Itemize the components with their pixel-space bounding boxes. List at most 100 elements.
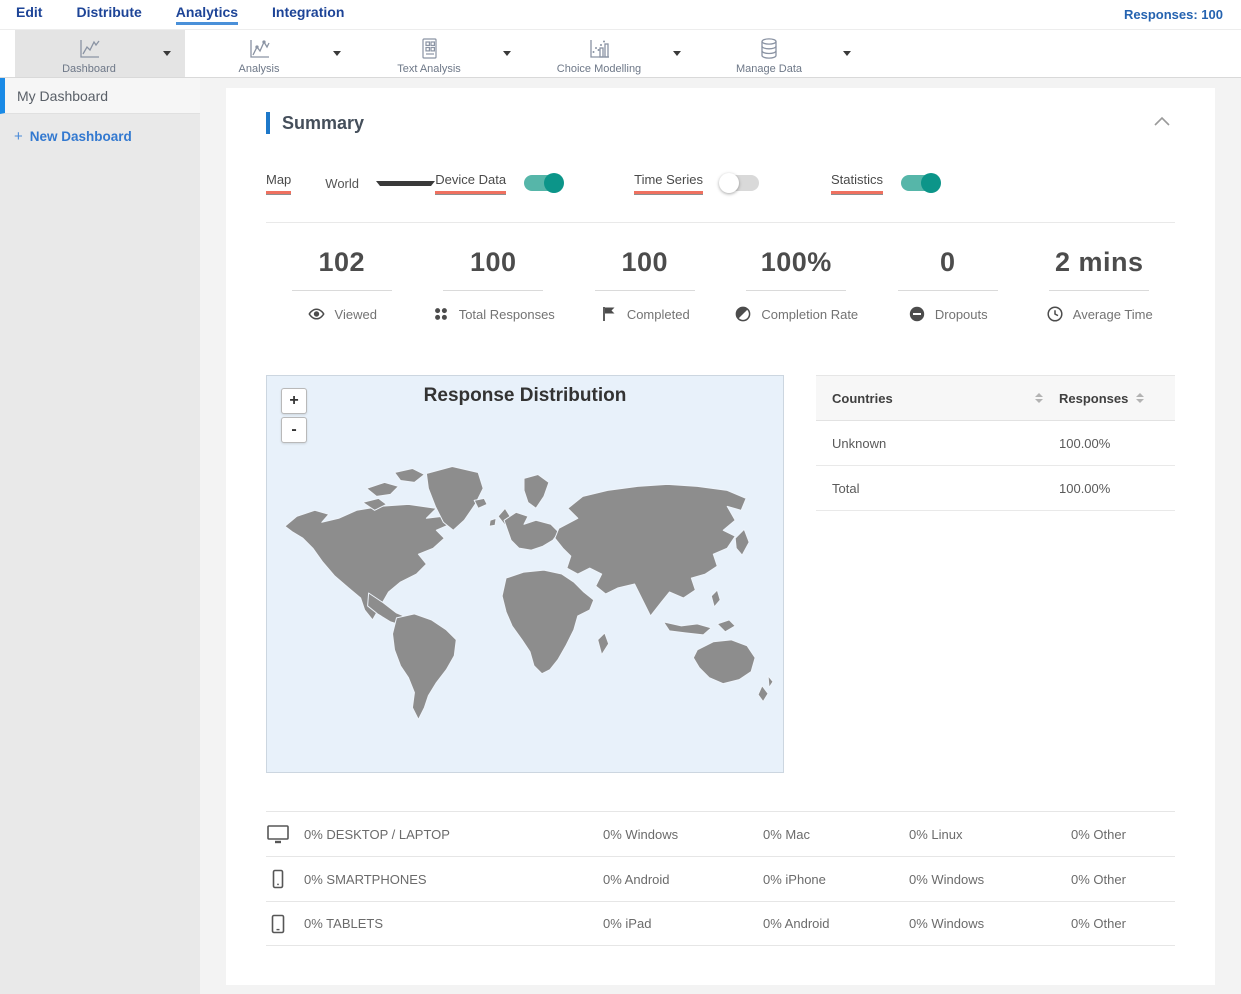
chevron-down-icon[interactable] — [163, 51, 171, 56]
toolbar-item-label: Dashboard — [62, 62, 116, 75]
time-series-toggle[interactable] — [718, 173, 759, 193]
toolbar-item-analysis[interactable]: Analysis — [185, 30, 355, 77]
sort-icon[interactable] — [1035, 393, 1043, 403]
statistics-toggle[interactable] — [901, 173, 941, 193]
toolbar-item-manage-data[interactable]: Manage Data — [695, 30, 865, 77]
device-cell: 0% Other — [1071, 871, 1126, 887]
country-value: 100.00% — [1059, 435, 1111, 451]
stat-total-responses: 100 Total Responses — [418, 247, 570, 323]
chevron-down-icon[interactable] — [503, 51, 511, 56]
stat-label-text: Average Time — [1072, 306, 1153, 322]
map-title: Response Distribution — [423, 385, 627, 406]
accent-bar — [266, 112, 270, 134]
stat-value: 100 — [469, 247, 517, 277]
summary-controls: Map World Device Data Time Series St — [266, 166, 1175, 200]
device-cell: 0% Android — [763, 916, 830, 931]
device-data-label: Device Data — [435, 172, 507, 194]
responses-count: Responses: 100 — [1124, 7, 1223, 22]
response-distribution-map[interactable]: + - Response Distribution — [266, 375, 784, 773]
stat-value: 0 — [939, 247, 956, 277]
new-dashboard-button[interactable]: + New Dashboard — [14, 128, 200, 145]
new-dashboard-label: New Dashboard — [29, 129, 132, 144]
summary-title: Summary — [282, 112, 365, 133]
toolbar-item-text-analysis[interactable]: Text Analysis — [355, 30, 525, 77]
stat-value: 102 — [318, 247, 366, 277]
toolbar-item-label: Manage Data — [735, 62, 803, 75]
sidebar-item-my-dashboard[interactable]: My Dashboard — [0, 78, 200, 114]
toolbar-item-dashboard[interactable]: Dashboard — [15, 30, 185, 77]
divider — [266, 222, 1175, 223]
analytics-toolbar: Dashboard Analysis Text Analysis — [0, 30, 1241, 78]
map-zoom-out-button[interactable]: - — [281, 417, 307, 443]
device-cell: 0% Other — [1071, 916, 1126, 931]
countries-column-header[interactable]: Countries — [832, 390, 893, 406]
table-row: Unknown 100.00% — [816, 421, 1175, 466]
countries-table-header: Countries Responses — [816, 375, 1175, 421]
device-cell: 0% iPad — [603, 916, 652, 931]
device-cell: 0% Windows — [909, 871, 985, 887]
nav-tab-edit[interactable]: Edit — [16, 4, 43, 20]
chevron-down-icon[interactable] — [333, 51, 341, 56]
stat-label-text: Completed — [626, 306, 690, 322]
tablet-icon — [266, 914, 290, 934]
country-name: Total — [832, 480, 860, 496]
stat-label-text: Total Responses — [458, 306, 555, 322]
table-row-smartphones: 0% SMARTPHONES 0% Android 0% iPhone 0% W… — [266, 856, 1175, 901]
sort-icon[interactable] — [1136, 393, 1145, 403]
top-nav: Edit Distribute Analytics Integration Re… — [0, 0, 1241, 30]
stat-average-time: 2 mins Average Time — [1024, 247, 1176, 323]
map-region-value: World — [325, 175, 360, 191]
summary-panel: Summary Map World Device Data — [226, 88, 1215, 985]
table-row: Total 100.00% — [816, 466, 1175, 511]
smartphone-icon — [266, 869, 290, 889]
stat-value: 2 mins — [1054, 247, 1144, 277]
text-analysis-icon — [416, 37, 442, 61]
clock-icon — [1046, 305, 1064, 323]
chevron-up-icon[interactable] — [1149, 110, 1175, 136]
toolbar-item-label: Choice Modelling — [556, 62, 642, 75]
country-value: 100.00% — [1059, 480, 1111, 496]
map-label: Map — [266, 172, 292, 194]
nav-tab-analytics[interactable]: Analytics — [175, 4, 239, 25]
world-map — [284, 465, 774, 721]
desktop-icon — [266, 824, 290, 844]
time-series-label: Time Series — [634, 172, 703, 194]
flag-icon — [600, 305, 618, 323]
device-data-toggle[interactable] — [524, 173, 565, 193]
nav-tab-integration[interactable]: Integration — [272, 4, 345, 20]
nav-tabs: Edit Distribute Analytics Integration — [16, 4, 344, 25]
chevron-down-icon[interactable] — [843, 51, 851, 56]
toolbar-item-choice-modelling[interactable]: Choice Modelling — [525, 30, 695, 77]
database-icon — [756, 37, 782, 61]
stat-label-text: Completion Rate — [761, 306, 859, 322]
stat-value: 100 — [621, 247, 669, 277]
responses-column-header[interactable]: Responses — [1059, 390, 1129, 406]
choice-modelling-icon — [586, 37, 612, 61]
chevron-down-icon — [376, 180, 436, 186]
stat-viewed: 102 Viewed — [266, 247, 418, 323]
device-label: 0% SMARTPHONES — [304, 871, 427, 887]
nav-tab-distribute[interactable]: Distribute — [76, 4, 142, 20]
table-row-tablets: 0% TABLETS 0% iPad 0% Android 0% Windows… — [266, 901, 1175, 946]
dashboard-chart-icon — [76, 37, 102, 61]
map-zoom-in-button[interactable]: + — [281, 388, 307, 414]
map-region-select[interactable]: World — [325, 175, 436, 191]
device-cell: 0% Windows — [603, 826, 679, 842]
statistics-label: Statistics — [830, 172, 883, 194]
toggle-knob — [544, 173, 565, 193]
stat-completion-rate: 100% Completion Rate — [721, 247, 873, 323]
device-label: 0% TABLETS — [304, 916, 383, 931]
country-name: Unknown — [832, 435, 887, 451]
chevron-down-icon[interactable] — [673, 51, 681, 56]
device-cell: 0% Mac — [763, 826, 810, 842]
stat-label-text: Dropouts — [934, 306, 988, 322]
stat-label-text: Viewed — [334, 306, 377, 322]
toolbar-item-label: Text Analysis — [397, 62, 461, 75]
device-cell: 0% Linux — [909, 826, 963, 842]
table-row-desktop: 0% DESKTOP / LAPTOP 0% Windows 0% Mac 0%… — [266, 811, 1175, 856]
stats-row: 102 Viewed 100 Total Responses — [266, 223, 1175, 323]
device-table: 0% DESKTOP / LAPTOP 0% Windows 0% Mac 0%… — [266, 811, 1175, 946]
contrast-icon — [734, 305, 752, 323]
stat-completed: 100 Completed — [569, 247, 721, 323]
toggle-knob — [921, 173, 941, 193]
